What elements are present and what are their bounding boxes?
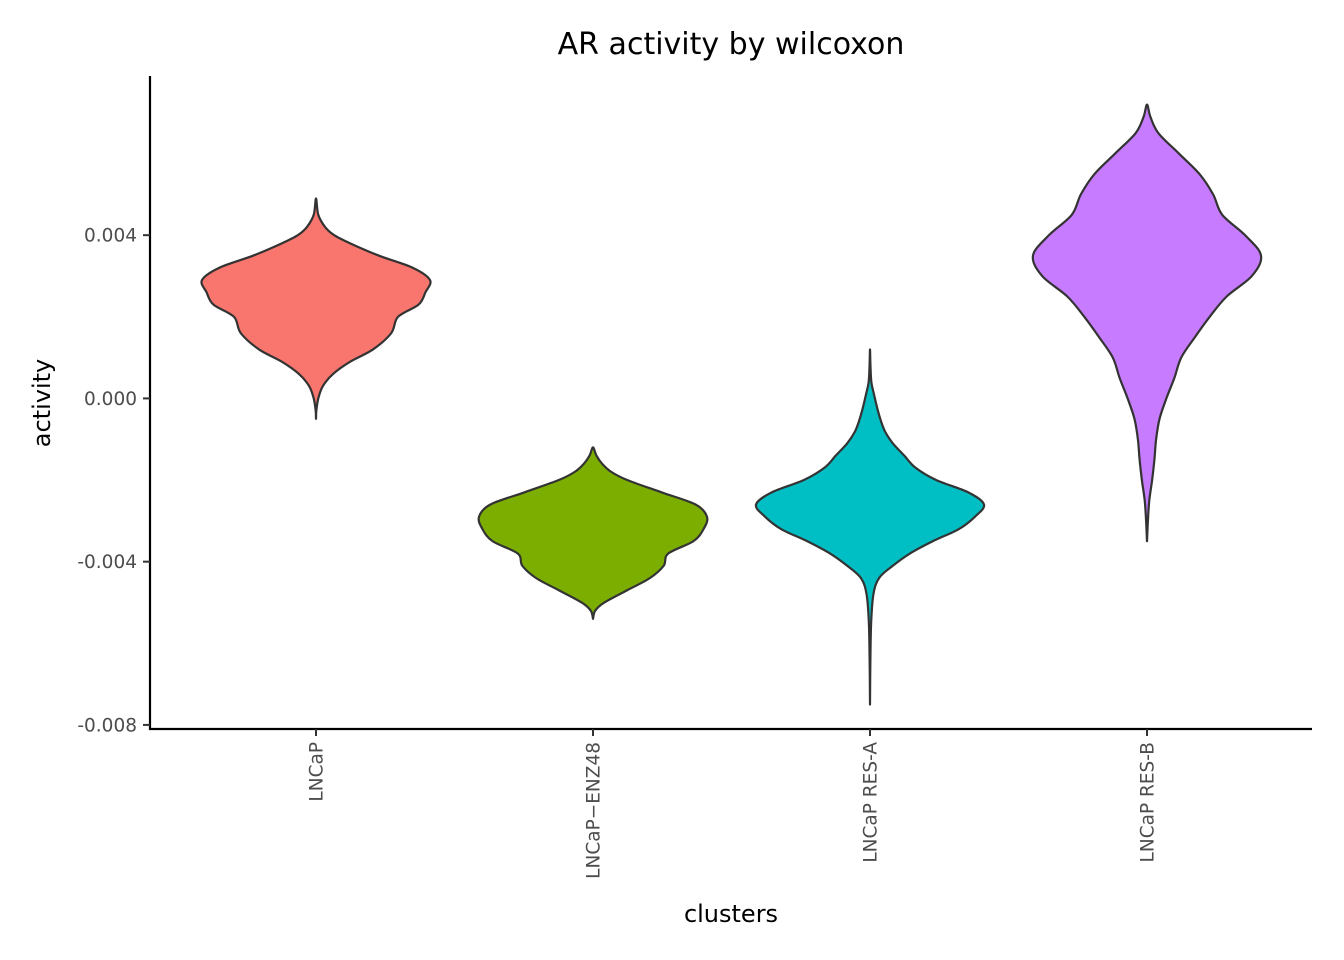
y-axis-label: activity [28,359,56,447]
violin-lncap [200,197,432,420]
y-axis-ticks: 0.004 0.000 -0.004 -0.008 [77,226,150,736]
x-tick-label: LNCaP RES-A [861,742,882,863]
y-tick-label: 0.004 [84,226,137,247]
x-axis-label: clusters [684,900,778,928]
violins-group [200,103,1263,706]
chart-title: AR activity by wilcoxon [558,27,905,62]
y-tick-label: -0.004 [77,552,137,573]
violin-lncap-res-b [1031,103,1263,543]
y-tick-label: -0.008 [77,715,137,736]
x-tick-label: LNCaP [307,742,328,802]
y-tick-label: 0.000 [84,389,137,410]
violin-lncap-enz48 [477,446,709,620]
violin-lncap-res-a [754,348,986,706]
x-tick-label: LNCaP−ENZ48 [584,742,605,879]
x-axis-ticks: LNCaP LNCaP−ENZ48 LNCaP RES-A LNCaP RES-B [307,729,1159,879]
x-tick-label: LNCaP RES-B [1138,742,1159,862]
